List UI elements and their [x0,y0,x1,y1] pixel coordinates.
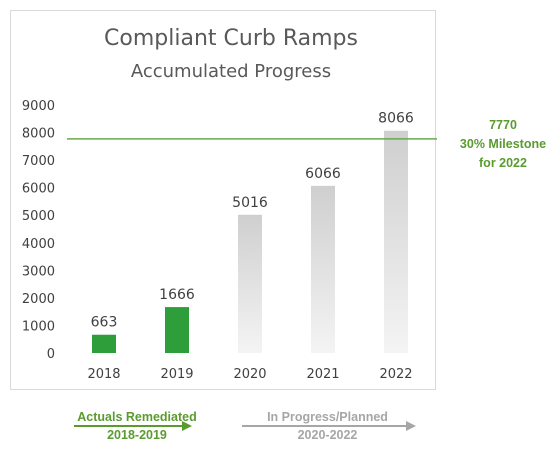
x-tick-label: 2021 [306,367,339,382]
legend-planned-years: 2020-2022 [297,428,358,442]
y-tick-label: 0 [47,347,55,362]
y-tick-label: 6000 [22,182,55,197]
legend-actuals-years: 2018-2019 [107,428,167,442]
y-tick-label: 1000 [22,319,55,334]
bar-2022 [384,130,408,353]
y-tick-label: 8000 [22,127,55,142]
bar-2021 [311,185,335,353]
bar-value-label: 663 [91,315,118,331]
legend-actuals-title: Actuals Remediated [77,410,197,424]
chart-frame: Compliant Curb Ramps Accumulated Progres… [10,10,437,390]
legend-planned-title: In Progress/Planned [267,410,388,424]
x-tick-label: 2019 [160,367,193,382]
y-tick-label: 3000 [22,264,55,279]
y-tick-label: 9000 [22,99,55,114]
milestone-value: 7770 [489,118,517,132]
x-tick-label: 2022 [379,367,412,382]
chart-subtitle: Accumulated Progress [131,61,331,82]
y-tick-label: 5000 [22,209,55,224]
y-tick-label: 7000 [22,154,55,169]
bar-data-labels: 663 1666 5016 6066 8066 [91,111,414,331]
bar-value-label: 5016 [232,195,268,211]
milestone-label: 30% Milestone [459,137,547,151]
x-axis-ticks: 2018 2019 2020 2021 2022 [87,367,412,382]
y-tick-label: 2000 [22,292,55,307]
x-tick-label: 2018 [87,367,120,382]
legend-actuals-arrow [74,421,192,431]
legend-planned-arrow [242,421,416,431]
bar-2018 [92,334,116,353]
bar-2020 [238,214,262,353]
bar-value-label: 8066 [378,111,414,127]
bar-chart: Compliant Curb Ramps Accumulated Progres… [22,26,437,382]
y-tick-label: 4000 [22,237,55,252]
y-axis-ticks: 0 1000 2000 3000 4000 5000 6000 7000 8000 9000 [22,99,55,362]
milestone-year: for 2022 [479,156,527,170]
bar-value-label: 1666 [159,287,195,303]
bars [92,130,408,353]
x-tick-label: 2020 [233,367,266,382]
bar-2019 [165,307,189,353]
bar-value-label: 6066 [305,166,341,182]
chart-title: Compliant Curb Ramps [104,26,358,51]
